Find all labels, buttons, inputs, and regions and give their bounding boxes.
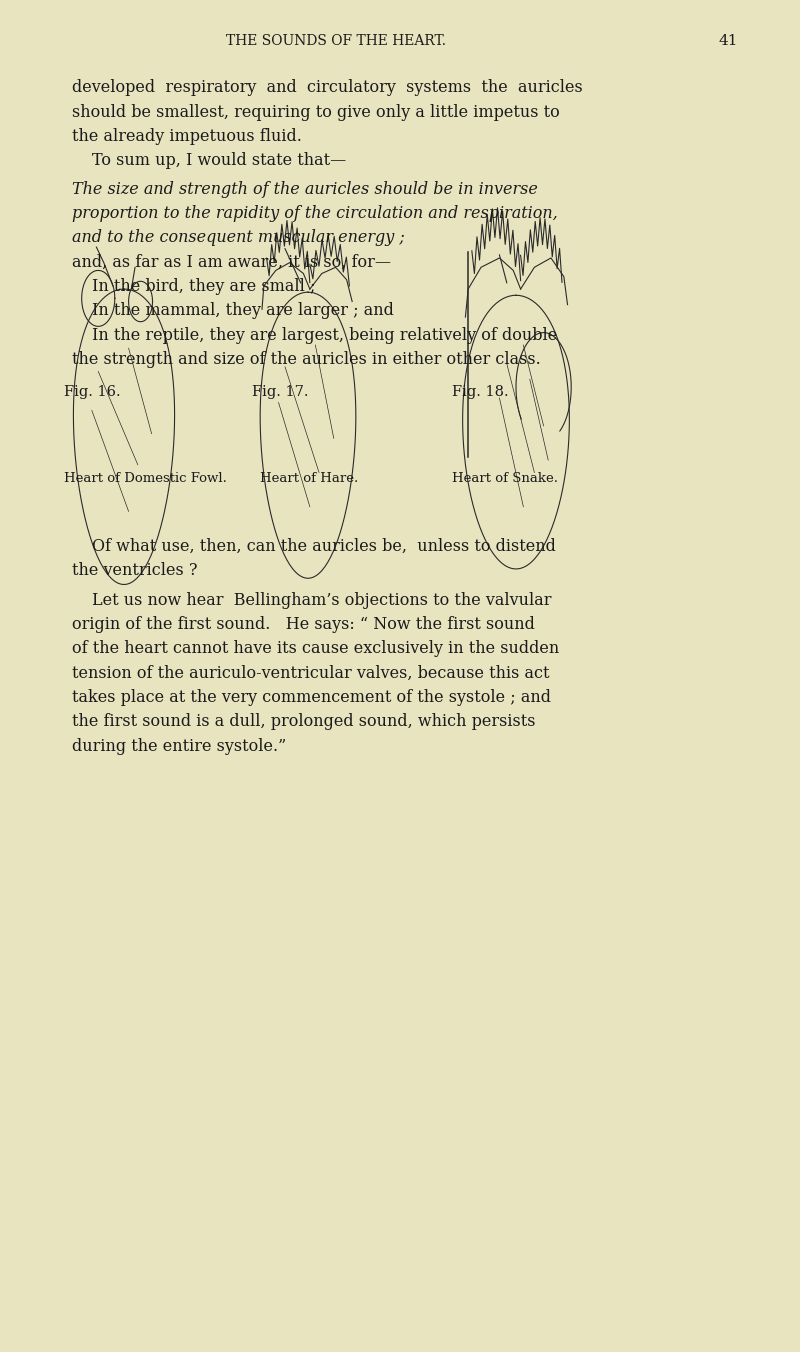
Text: during the entire systole.”: during the entire systole.” (72, 738, 286, 754)
Text: proportion to the rapidity of the circulation and respiration,: proportion to the rapidity of the circul… (72, 206, 558, 222)
Text: 41: 41 (718, 34, 738, 47)
Text: the ventricles ?: the ventricles ? (72, 562, 198, 579)
Text: origin of the first sound.   He says: “ Now the first sound: origin of the first sound. He says: “ No… (72, 617, 535, 633)
Text: the first sound is a dull, prolonged sound, which persists: the first sound is a dull, prolonged sou… (72, 714, 535, 730)
Text: developed  respiratory  and  circulatory  systems  the  auricles: developed respiratory and circulatory sy… (72, 80, 582, 96)
Text: the strength and size of the auricles in either other class.: the strength and size of the auricles in… (72, 352, 541, 368)
Text: In the bird, they are small ;: In the bird, they are small ; (92, 279, 315, 295)
Text: Heart of Hare.: Heart of Hare. (260, 472, 358, 485)
Text: and, as far as I am aware, it is so, for—: and, as far as I am aware, it is so, for… (72, 254, 391, 270)
Text: takes place at the very commencement of the systole ; and: takes place at the very commencement of … (72, 690, 551, 706)
Text: Of what use, then, can the auricles be,  unless to distend: Of what use, then, can the auricles be, … (92, 538, 556, 554)
Text: To sum up, I would state that—: To sum up, I would state that— (92, 153, 346, 169)
Text: the already impetuous fluid.: the already impetuous fluid. (72, 128, 302, 145)
Text: tension of the auriculo-ventricular valves, because this act: tension of the auriculo-ventricular valv… (72, 665, 550, 681)
Text: Let us now hear  Bellingham’s objections to the valvular: Let us now hear Bellingham’s objections … (92, 592, 551, 608)
Text: In the reptile, they are largest, being relatively of double: In the reptile, they are largest, being … (92, 327, 558, 343)
Text: Heart of Snake.: Heart of Snake. (452, 472, 558, 485)
Text: Fig. 16.: Fig. 16. (64, 385, 121, 399)
Text: Fig. 17.: Fig. 17. (252, 385, 309, 399)
Text: In the mammal, they are larger ; and: In the mammal, they are larger ; and (92, 303, 394, 319)
Text: Heart of Domestic Fowl.: Heart of Domestic Fowl. (64, 472, 227, 485)
Text: should be smallest, requiring to give only a little impetus to: should be smallest, requiring to give on… (72, 104, 560, 120)
Text: THE SOUNDS OF THE HEART.: THE SOUNDS OF THE HEART. (226, 34, 446, 47)
Text: The size and strength of the auricles should be in inverse: The size and strength of the auricles sh… (72, 181, 538, 197)
Text: Fig. 18.: Fig. 18. (452, 385, 509, 399)
Text: of the heart cannot have its cause exclusively in the sudden: of the heart cannot have its cause exclu… (72, 641, 559, 657)
Text: and to the consequent muscular energy ;: and to the consequent muscular energy ; (72, 230, 405, 246)
